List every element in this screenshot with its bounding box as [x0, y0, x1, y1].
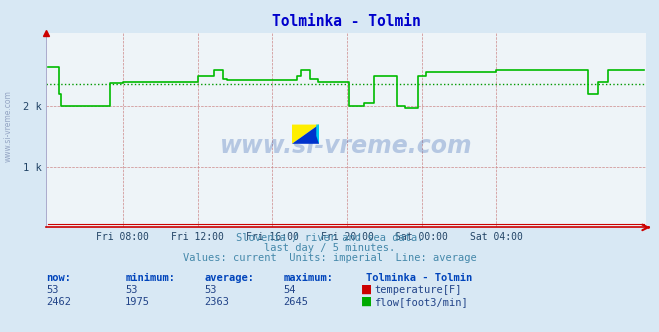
- Text: minimum:: minimum:: [125, 273, 175, 283]
- Text: maximum:: maximum:: [283, 273, 333, 283]
- Title: Tolminka - Tolmin: Tolminka - Tolmin: [272, 14, 420, 29]
- Text: Slovenia / river and sea data.: Slovenia / river and sea data.: [236, 233, 423, 243]
- Text: Tolminka - Tolmin: Tolminka - Tolmin: [366, 273, 472, 283]
- Text: 1975: 1975: [125, 297, 150, 307]
- Text: www.si-vreme.com: www.si-vreme.com: [219, 134, 473, 158]
- Text: flow[foot3/min]: flow[foot3/min]: [374, 297, 468, 307]
- Text: ■: ■: [360, 295, 372, 308]
- Text: average:: average:: [204, 273, 254, 283]
- Polygon shape: [292, 124, 319, 144]
- Text: 53: 53: [204, 285, 217, 295]
- Text: 53: 53: [46, 285, 59, 295]
- Polygon shape: [292, 124, 319, 144]
- Text: 53: 53: [125, 285, 138, 295]
- Text: 2363: 2363: [204, 297, 229, 307]
- Text: Values: current  Units: imperial  Line: average: Values: current Units: imperial Line: av…: [183, 253, 476, 263]
- Text: 2462: 2462: [46, 297, 71, 307]
- Text: now:: now:: [46, 273, 71, 283]
- Text: 54: 54: [283, 285, 296, 295]
- Text: 2645: 2645: [283, 297, 308, 307]
- Text: temperature[F]: temperature[F]: [374, 285, 462, 295]
- Text: last day / 5 minutes.: last day / 5 minutes.: [264, 243, 395, 253]
- Polygon shape: [316, 124, 319, 144]
- Text: ■: ■: [360, 283, 372, 296]
- Text: www.si-vreme.com: www.si-vreme.com: [3, 90, 13, 162]
